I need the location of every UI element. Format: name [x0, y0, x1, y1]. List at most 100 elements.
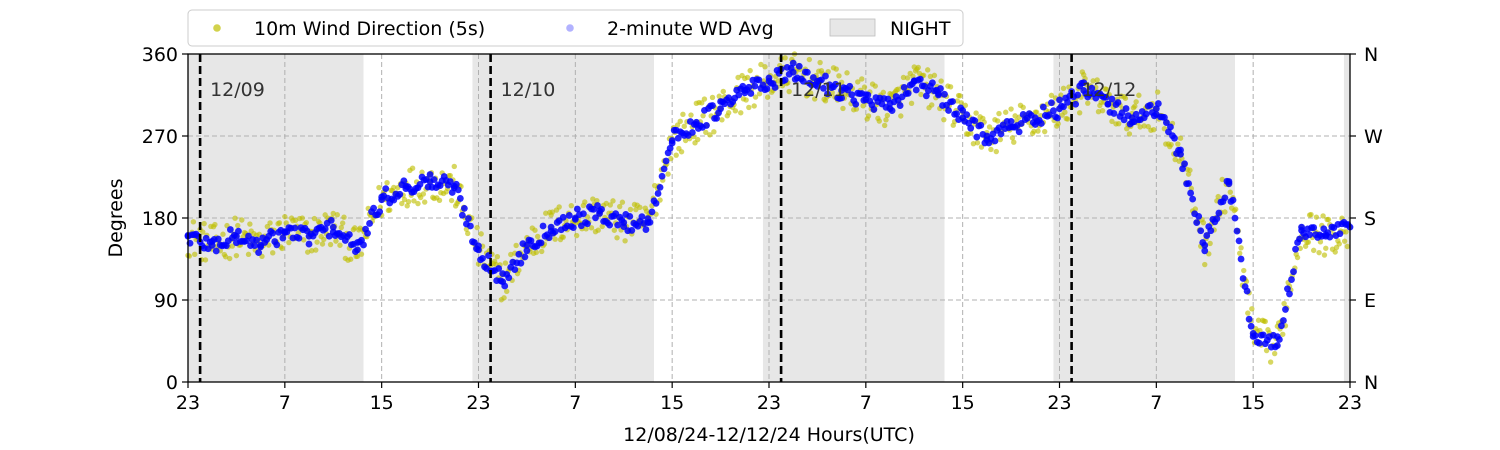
data-point	[668, 155, 674, 162]
data-point	[334, 212, 340, 218]
data-point	[898, 113, 904, 119]
x-tick-label: 7	[279, 392, 291, 414]
y-tick-label: 0	[166, 372, 178, 394]
x-tick-label: 23	[1338, 392, 1362, 414]
data-point	[977, 121, 985, 129]
data-point	[656, 183, 664, 191]
data-point	[1229, 196, 1237, 204]
data-point	[756, 91, 763, 97]
data-point	[426, 171, 434, 178]
data-point	[539, 222, 547, 230]
y-tick-label-right: S	[1364, 208, 1376, 230]
data-point	[1197, 227, 1205, 235]
data-point	[666, 144, 674, 152]
data-point	[741, 87, 749, 94]
data-point	[416, 180, 424, 188]
data-point	[192, 251, 198, 257]
data-point	[1080, 79, 1088, 87]
y-axis-right: N E S W N	[1350, 44, 1383, 394]
data-point	[713, 114, 720, 122]
data-point	[1103, 86, 1110, 92]
x-tick-label: 7	[860, 392, 872, 414]
data-point	[401, 196, 408, 203]
data-point	[1056, 105, 1063, 113]
data-point	[720, 88, 726, 95]
data-point	[465, 230, 471, 237]
data-point	[986, 124, 993, 130]
data-point	[450, 182, 458, 190]
data-point	[617, 203, 623, 210]
data-point	[1275, 336, 1283, 343]
data-point	[532, 227, 538, 233]
data-point	[978, 144, 985, 150]
data-point	[904, 75, 911, 81]
x-tick-label: 7	[569, 392, 581, 414]
data-point	[881, 122, 888, 129]
data-point	[200, 229, 206, 235]
data-point	[1195, 212, 1203, 220]
x-tick-label: 15	[951, 392, 975, 414]
data-point	[1201, 241, 1209, 249]
data-point	[1048, 99, 1055, 107]
data-point	[405, 198, 412, 205]
data-point	[523, 241, 531, 249]
data-point	[1152, 105, 1160, 113]
y-tick-label: 360	[142, 44, 178, 66]
data-point	[1255, 317, 1262, 323]
y-tick-label: 270	[142, 126, 178, 148]
data-point	[1168, 141, 1174, 148]
data-point	[1085, 100, 1091, 106]
x-tick-label: 15	[370, 392, 394, 414]
data-point	[1297, 245, 1303, 252]
data-point	[360, 241, 367, 249]
data-point	[626, 212, 634, 220]
data-point	[1215, 193, 1221, 200]
data-point	[1290, 268, 1297, 276]
data-point	[682, 137, 689, 144]
data-point	[387, 207, 393, 213]
data-point	[465, 215, 472, 222]
data-point	[1187, 189, 1195, 197]
data-point	[1336, 241, 1342, 247]
data-point	[953, 110, 961, 118]
data-point	[716, 93, 722, 99]
data-point	[642, 226, 650, 233]
data-point	[282, 213, 288, 220]
legend-marker-wind-direction	[213, 24, 221, 32]
data-point	[247, 221, 253, 227]
data-point	[1141, 123, 1147, 129]
data-point	[738, 110, 744, 116]
data-point	[547, 223, 555, 231]
data-point	[931, 72, 938, 79]
data-point	[836, 73, 842, 79]
data-point	[862, 96, 870, 103]
data-point	[295, 234, 303, 242]
data-point	[1201, 247, 1209, 255]
data-point	[201, 220, 207, 227]
data-point	[399, 200, 405, 207]
data-point	[257, 241, 265, 249]
data-point	[993, 148, 999, 155]
x-axis-title: 12/08/24-12/12/24 Hours(UTC)	[623, 424, 915, 446]
data-point	[747, 90, 755, 97]
data-point	[426, 178, 434, 185]
data-point	[319, 241, 326, 247]
data-point	[599, 223, 605, 230]
data-point	[1267, 359, 1274, 365]
data-point	[674, 134, 682, 142]
data-point	[552, 236, 558, 242]
data-point	[765, 77, 773, 85]
data-point	[1126, 131, 1133, 137]
data-point	[1171, 134, 1178, 142]
data-point	[918, 91, 924, 98]
data-point	[1037, 120, 1045, 127]
data-point	[539, 248, 545, 255]
data-point	[596, 210, 603, 217]
data-point	[654, 190, 662, 197]
data-point	[959, 114, 967, 122]
day-markers: 12/09 12/10 12/11 12/12	[198, 54, 1136, 382]
data-point	[958, 100, 965, 106]
data-point	[1306, 231, 1314, 239]
legend-marker-night	[829, 18, 876, 37]
data-point	[1245, 310, 1251, 316]
